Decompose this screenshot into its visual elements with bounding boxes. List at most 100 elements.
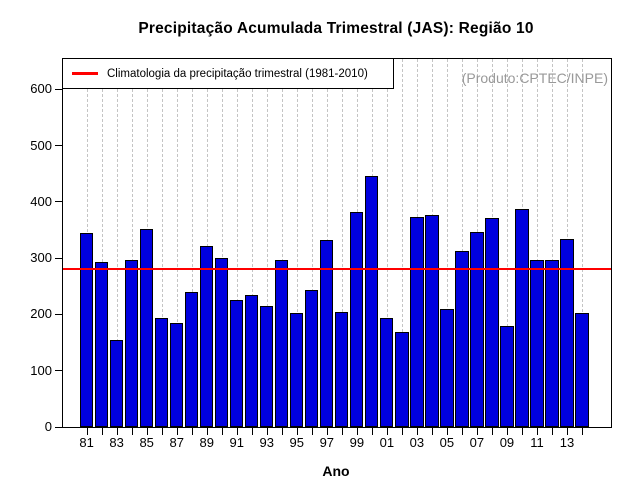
bar-85 (140, 228, 154, 427)
x-tick (476, 428, 478, 435)
gridline (236, 59, 238, 427)
bar-83 (110, 339, 124, 427)
y-tick-label: 0 (44, 419, 52, 434)
x-tick-label: 95 (289, 435, 305, 450)
bar-10 (515, 208, 529, 427)
x-tick (356, 428, 358, 435)
y-tick-label: 600 (30, 81, 52, 97)
gridline (191, 59, 193, 427)
x-tick-label: 09 (499, 435, 515, 450)
gridline (341, 59, 343, 427)
x-tick (581, 428, 583, 435)
bar-98 (335, 311, 349, 427)
x-tick (386, 428, 388, 435)
bar-02 (395, 332, 409, 427)
x-tick (536, 428, 538, 435)
legend-box: Climatologia da precipitação trimestral … (62, 58, 394, 89)
x-tick (116, 428, 118, 435)
bar-94 (275, 259, 289, 427)
bar-86 (155, 318, 169, 427)
bar-92 (245, 294, 259, 427)
y-tick (55, 88, 62, 90)
y-tick (55, 426, 62, 428)
x-tick (176, 428, 178, 435)
bar-91 (230, 299, 244, 427)
gridline (266, 59, 268, 427)
gridline (401, 59, 403, 427)
x-tick (191, 428, 193, 435)
x-tick-label: 81 (79, 435, 94, 450)
x-tick-label: 99 (349, 435, 365, 450)
x-tick (506, 428, 508, 435)
x-tick (86, 428, 88, 435)
gridline (206, 59, 208, 427)
bar-95 (290, 313, 304, 427)
x-tick-label: 03 (409, 435, 425, 450)
bar-14 (575, 313, 589, 427)
bar-89 (200, 246, 214, 427)
x-tick-label: 89 (199, 435, 214, 450)
bar-11 (530, 260, 544, 427)
bar-04 (425, 214, 439, 427)
legend-line-sample (72, 72, 98, 75)
x-tick (221, 428, 223, 435)
plot-area: Climatologia da precipitação trimestral … (30, 58, 612, 450)
x-tick (551, 428, 553, 435)
y-tick (55, 370, 62, 372)
gridline (221, 59, 223, 427)
x-tick (251, 428, 253, 435)
climatology-line (63, 268, 611, 271)
y-tick-label: 100 (30, 362, 52, 378)
gridline (296, 59, 298, 427)
y-tick-label: 200 (30, 306, 52, 322)
gridline (116, 59, 118, 427)
x-tick (431, 428, 433, 435)
x-tick (461, 428, 463, 435)
x-tick (491, 428, 493, 435)
x-tick (161, 428, 163, 435)
y-tick (55, 145, 62, 147)
gridline (161, 59, 163, 427)
gridline (251, 59, 253, 427)
x-tick (206, 428, 208, 435)
x-tick-label: 01 (379, 435, 395, 450)
gridline (581, 59, 583, 427)
x-tick (521, 428, 523, 435)
bar-90 (215, 257, 229, 427)
y-tick (55, 201, 62, 203)
product-annotation: (Produto:CPTEC/INPE) (461, 70, 608, 86)
bar-82 (95, 261, 109, 427)
bar-06 (455, 251, 469, 427)
y-tick (55, 313, 62, 315)
bar-12 (545, 260, 559, 427)
x-tick (371, 428, 373, 435)
y-tick-label: 400 (30, 193, 52, 209)
x-tick-label: 97 (319, 435, 335, 450)
gridline (311, 59, 313, 427)
bar-08 (485, 218, 499, 427)
gridline (281, 59, 283, 427)
x-tick (401, 428, 403, 435)
x-tick (131, 428, 133, 435)
x-tick (296, 428, 298, 435)
y-tick (55, 257, 62, 259)
bar-05 (440, 309, 454, 427)
bar-96 (305, 289, 319, 427)
gridline (506, 59, 508, 427)
x-tick (341, 428, 343, 435)
x-tick (101, 428, 103, 435)
gridline (101, 59, 103, 427)
x-tick-label: 13 (559, 435, 575, 450)
x-tick-label: 07 (469, 435, 485, 450)
x-tick-label: 05 (439, 435, 455, 450)
legend-label: Climatologia da precipitação trimestral … (107, 67, 368, 80)
x-tick-label: 87 (169, 435, 184, 450)
y-tick-label: 300 (30, 250, 52, 266)
x-tick (281, 428, 283, 435)
bar-84 (125, 260, 139, 427)
x-tick (326, 428, 328, 435)
bar-01 (380, 317, 394, 427)
x-tick (311, 428, 313, 435)
x-tick (416, 428, 418, 435)
